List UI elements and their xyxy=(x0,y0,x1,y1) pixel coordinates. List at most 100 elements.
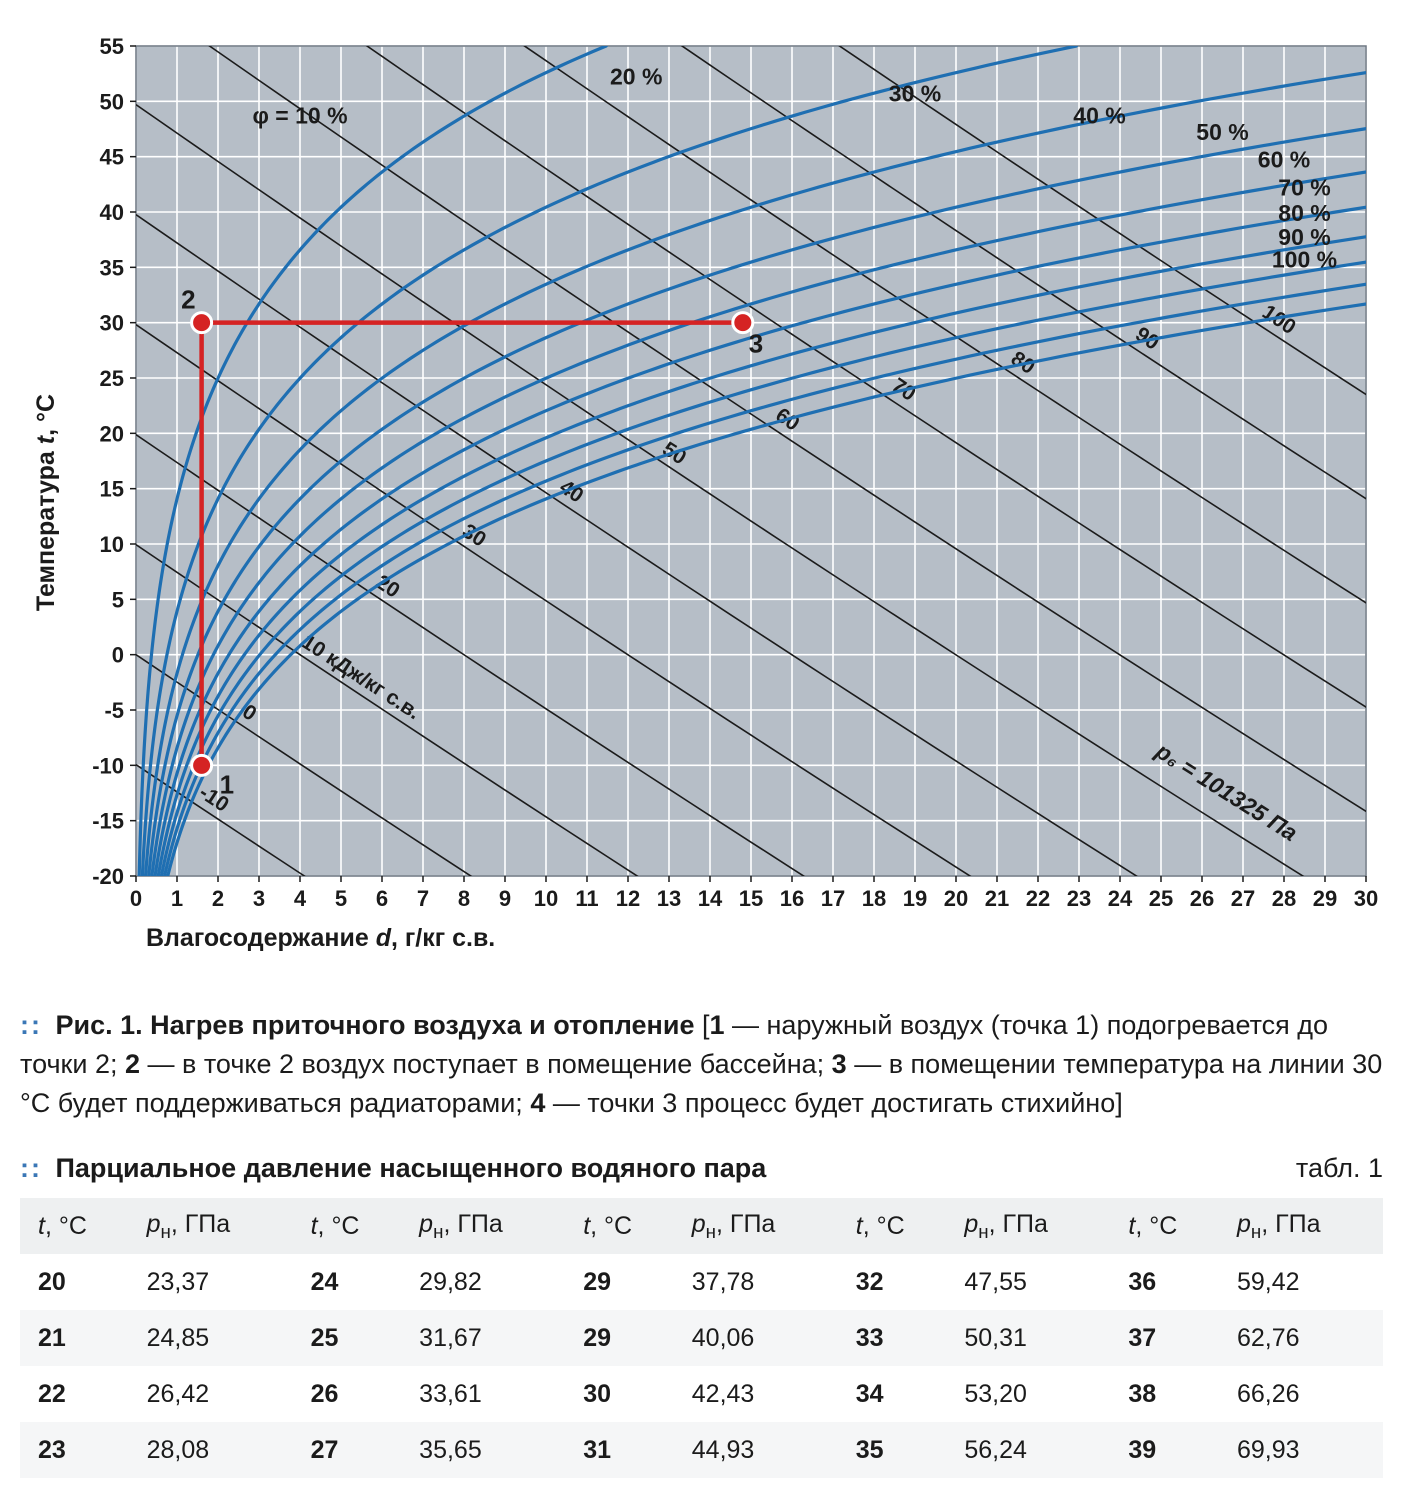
cell-p: 44,93 xyxy=(674,1422,838,1478)
svg-text:70 %: 70 % xyxy=(1278,174,1330,200)
svg-text:20: 20 xyxy=(944,886,968,911)
col-header-t: t, °C xyxy=(838,1198,947,1254)
cell-t: 35 xyxy=(838,1422,947,1478)
svg-text:20 %: 20 % xyxy=(610,64,662,90)
svg-text:45: 45 xyxy=(100,145,124,170)
cell-p: 53,20 xyxy=(946,1366,1110,1422)
svg-text:11: 11 xyxy=(575,886,598,911)
svg-text:0: 0 xyxy=(112,643,124,668)
cell-t: 34 xyxy=(838,1366,947,1422)
svg-text:28: 28 xyxy=(1272,886,1296,911)
svg-text:30: 30 xyxy=(1354,886,1378,911)
cell-t: 24 xyxy=(293,1254,402,1310)
table-row: 2023,372429,822937,783247,553659,42 xyxy=(20,1254,1383,1310)
cell-p: 47,55 xyxy=(946,1254,1110,1310)
cell-t: 26 xyxy=(293,1366,402,1422)
col-header-p: pн, ГПа xyxy=(401,1198,565,1254)
svg-text:-15: -15 xyxy=(92,809,124,834)
svg-text:50: 50 xyxy=(100,89,124,114)
cell-p: 31,67 xyxy=(401,1310,565,1366)
svg-text:80 %: 80 % xyxy=(1278,200,1330,226)
svg-text:Влагосодержание d, г/кг с.в.: Влагосодержание d, г/кг с.в. xyxy=(146,924,495,952)
cell-p: 23,37 xyxy=(129,1254,293,1310)
cell-t: 20 xyxy=(20,1254,129,1310)
svg-text:-10: -10 xyxy=(92,753,124,778)
svg-text:4: 4 xyxy=(294,886,307,911)
cell-p: 59,42 xyxy=(1219,1254,1383,1310)
svg-text:55: 55 xyxy=(100,34,124,59)
cell-p: 37,78 xyxy=(674,1254,838,1310)
chart-svg: -10010 кДж/кг с.в.2030405060708090100φ =… xyxy=(20,20,1380,980)
svg-text:20: 20 xyxy=(100,421,124,446)
cell-t: 36 xyxy=(1110,1254,1219,1310)
table-row: 2124,852531,672940,063350,313762,76 xyxy=(20,1310,1383,1366)
svg-text:50 %: 50 % xyxy=(1196,119,1248,145)
cell-t: 29 xyxy=(565,1310,674,1366)
cell-t: 39 xyxy=(1110,1422,1219,1478)
svg-text:13: 13 xyxy=(657,886,681,911)
cell-p: 56,24 xyxy=(946,1422,1110,1478)
table-number: табл. 1 xyxy=(1296,1153,1383,1184)
svg-text:6: 6 xyxy=(376,886,388,911)
cell-p: 69,93 xyxy=(1219,1422,1383,1478)
cell-t: 27 xyxy=(293,1422,402,1478)
svg-text:21: 21 xyxy=(985,886,1009,911)
table-row: 2328,082735,653144,933556,243969,93 xyxy=(20,1422,1383,1478)
svg-text:19: 19 xyxy=(903,886,927,911)
cell-p: 29,82 xyxy=(401,1254,565,1310)
svg-text:7: 7 xyxy=(417,886,429,911)
svg-text:9: 9 xyxy=(499,886,511,911)
svg-text:8: 8 xyxy=(458,886,470,911)
col-header-p: pн, ГПа xyxy=(674,1198,838,1254)
cell-t: 22 xyxy=(20,1366,129,1422)
svg-text:10: 10 xyxy=(534,886,558,911)
col-header-t: t, °C xyxy=(20,1198,129,1254)
cell-t: 31 xyxy=(565,1422,674,1478)
col-header-t: t, °C xyxy=(293,1198,402,1254)
svg-text:16: 16 xyxy=(780,886,804,911)
svg-text:23: 23 xyxy=(1067,886,1091,911)
col-header-p: pн, ГПа xyxy=(946,1198,1110,1254)
cell-t: 33 xyxy=(838,1310,947,1366)
svg-text:29: 29 xyxy=(1313,886,1337,911)
table-row: 2226,422633,613042,433453,203866,26 xyxy=(20,1366,1383,1422)
svg-text:60 %: 60 % xyxy=(1258,147,1310,173)
caption-bullet-icon: :: xyxy=(20,1010,42,1040)
svg-text:17: 17 xyxy=(821,886,845,911)
svg-text:25: 25 xyxy=(1149,886,1173,911)
svg-text:2: 2 xyxy=(181,285,195,315)
col-header-p: pн, ГПа xyxy=(1219,1198,1383,1254)
svg-text:30: 30 xyxy=(100,311,124,336)
cell-p: 50,31 xyxy=(946,1310,1110,1366)
svg-text:35: 35 xyxy=(100,255,124,280)
pressure-table: t, °Cpн, ГПаt, °Cpн, ГПаt, °Cpн, ГПаt, °… xyxy=(20,1198,1383,1478)
cell-t: 29 xyxy=(565,1254,674,1310)
figure-caption: :: Рис. 1. Нагрев приточного воздуха и о… xyxy=(20,1006,1383,1123)
cell-t: 23 xyxy=(20,1422,129,1478)
col-header-p: pн, ГПа xyxy=(129,1198,293,1254)
table-title-text: Парциальное давление насыщенного водяног… xyxy=(56,1153,767,1183)
svg-text:30 %: 30 % xyxy=(889,80,941,106)
svg-text:24: 24 xyxy=(1108,886,1133,911)
svg-text:-20: -20 xyxy=(92,864,124,889)
svg-text:15: 15 xyxy=(100,477,124,502)
table-section: :: Парциальное давление насыщенного водя… xyxy=(20,1153,1383,1478)
caption-title: Нагрев приточного воздуха и отопление xyxy=(150,1010,694,1040)
svg-text:3: 3 xyxy=(253,886,265,911)
cell-p: 35,65 xyxy=(401,1422,565,1478)
svg-text:1: 1 xyxy=(171,886,183,911)
cell-p: 42,43 xyxy=(674,1366,838,1422)
svg-text:5: 5 xyxy=(112,587,124,612)
svg-text:14: 14 xyxy=(698,886,723,911)
cell-t: 38 xyxy=(1110,1366,1219,1422)
svg-text:27: 27 xyxy=(1231,886,1255,911)
svg-text:26: 26 xyxy=(1190,886,1214,911)
cell-p: 40,06 xyxy=(674,1310,838,1366)
svg-text:18: 18 xyxy=(862,886,886,911)
cell-p: 24,85 xyxy=(129,1310,293,1366)
table-title: :: Парциальное давление насыщенного водя… xyxy=(20,1153,766,1184)
table-bullet-icon: :: xyxy=(20,1153,42,1183)
svg-text:3: 3 xyxy=(749,329,763,359)
cell-t: 25 xyxy=(293,1310,402,1366)
svg-text:-5: -5 xyxy=(104,698,124,723)
